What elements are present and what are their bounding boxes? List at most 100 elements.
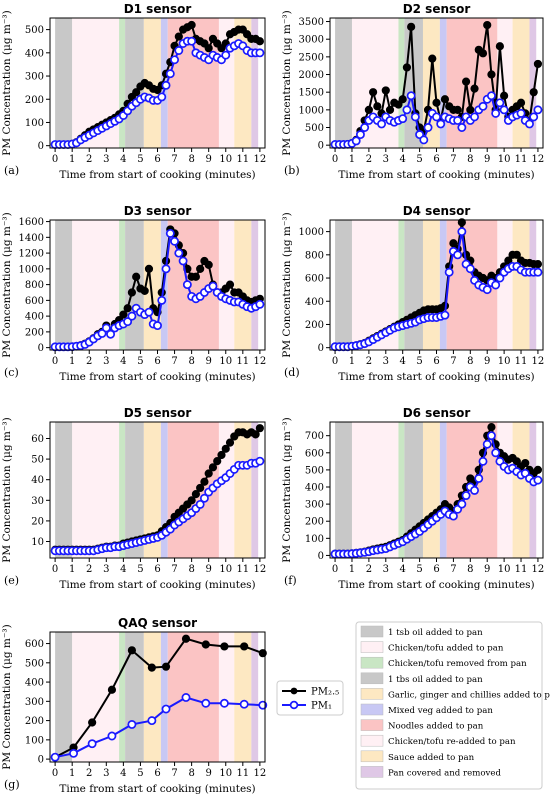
point-pm1 [410, 112, 420, 122]
point-pm1 [423, 123, 433, 132]
y-tick-label: 400 [305, 297, 324, 308]
point-pm1 [491, 108, 501, 118]
panel-label: (e) [4, 574, 19, 587]
point-pm25 [187, 20, 196, 30]
x-tick-label: 11 [236, 154, 249, 165]
x-tick-label: 6 [154, 356, 160, 367]
x-tick-label: 11 [515, 564, 528, 575]
point-pm1 [406, 91, 416, 101]
y-tick-label: 1000 [299, 227, 324, 238]
x-tick-label: 11 [236, 768, 249, 779]
y-tick-label: 400 [25, 48, 44, 59]
point-pm1 [107, 731, 117, 741]
point-pm25 [119, 310, 128, 319]
event-band-6 [439, 18, 447, 148]
point-pm1 [144, 307, 154, 317]
x-tick-label: 11 [515, 356, 528, 367]
point-pm1 [432, 112, 441, 122]
y-tick-label: 200 [25, 95, 44, 106]
point-pm1 [482, 439, 492, 449]
x-tick-label: 11 [236, 564, 249, 575]
x-tick-label: 2 [366, 356, 372, 367]
x-tick-label: 0 [332, 154, 338, 165]
x-tick-label: 2 [86, 768, 92, 779]
panel-label: (f) [284, 574, 297, 587]
y-tick-label: 60 [31, 434, 44, 445]
event-legend-label: 1 tbs oil added to pan [388, 675, 483, 685]
point-pm1 [157, 92, 167, 102]
point-pm1 [161, 264, 171, 274]
event-band-5 [422, 220, 440, 350]
y-tick-label: 10 [31, 537, 44, 548]
x-tick-label: 3 [103, 564, 109, 575]
y-tick-label: 1000 [299, 105, 324, 116]
chart-title: D4 sensor [403, 204, 471, 218]
x-tick-label: 7 [450, 356, 456, 367]
x-tick-label: 7 [171, 356, 177, 367]
point-pm1 [461, 491, 471, 501]
x-axis-label: Time from start of cooking (minutes) [338, 169, 534, 181]
event-legend-swatch [360, 672, 384, 685]
point-pm25 [533, 465, 543, 474]
point-pm25 [487, 423, 496, 432]
y-tick-label: 40 [31, 475, 44, 486]
point-pm25 [478, 49, 488, 58]
point-pm1 [533, 267, 543, 277]
point-pm1 [457, 499, 467, 509]
y-tick-label: 0 [38, 755, 44, 766]
event-band-1 [335, 220, 352, 350]
point-pm25 [123, 304, 132, 313]
panel-label: (c) [4, 366, 19, 379]
point-pm1 [448, 511, 458, 521]
x-tick-label: 0 [52, 564, 58, 575]
y-tick-label: 200 [25, 327, 44, 338]
event-band-4 [404, 220, 423, 350]
x-tick-label: 6 [433, 564, 439, 575]
point-pm25 [394, 100, 403, 109]
point-pm1 [440, 310, 450, 320]
point-pm25 [132, 272, 141, 281]
x-tick-label: 10 [498, 356, 511, 367]
x-tick-label: 12 [254, 564, 267, 575]
x-tick-label: 4 [120, 768, 126, 779]
point-pm25 [220, 642, 229, 651]
point-pm25 [449, 239, 458, 248]
point-pm25 [240, 642, 249, 651]
y-tick-label: 0 [38, 141, 44, 152]
point-pm1 [491, 280, 501, 290]
y-tick-label: 100 [305, 534, 324, 545]
event-band-4 [125, 422, 144, 558]
point-pm25 [466, 105, 475, 114]
x-tick-label: 5 [137, 356, 143, 367]
x-tick-label: 7 [450, 564, 456, 575]
event-legend-swatch [360, 719, 384, 731]
y-tick-label: 500 [25, 658, 44, 669]
point-pm25 [398, 95, 407, 104]
chart-title: D2 sensor [403, 2, 471, 16]
x-tick-label: 8 [188, 154, 194, 165]
event-band-5 [422, 422, 440, 558]
event-band-9 [512, 220, 530, 350]
point-pm25 [144, 264, 154, 273]
chart-title: D6 sensor [403, 406, 471, 420]
point-pm1 [161, 704, 171, 714]
event-band-6 [439, 220, 447, 350]
point-pm1 [499, 105, 509, 115]
point-pm25 [200, 477, 209, 486]
event-band-5 [143, 422, 161, 558]
y-tick-label: 1500 [299, 88, 324, 99]
event-band-8 [218, 632, 235, 762]
x-tick-label: 10 [219, 564, 232, 575]
y-tick-label: 500 [25, 25, 44, 36]
panel-label: (g) [4, 778, 20, 791]
x-tick-label: 1 [69, 768, 75, 779]
point-pm1 [360, 123, 370, 132]
event-band-10 [529, 18, 537, 148]
point-pm25 [385, 105, 395, 114]
x-tick-label: 3 [103, 768, 109, 779]
x-tick-label: 12 [532, 154, 545, 165]
point-pm1 [178, 256, 188, 266]
x-tick-label: 12 [532, 356, 545, 367]
x-tick-label: 11 [515, 154, 528, 165]
